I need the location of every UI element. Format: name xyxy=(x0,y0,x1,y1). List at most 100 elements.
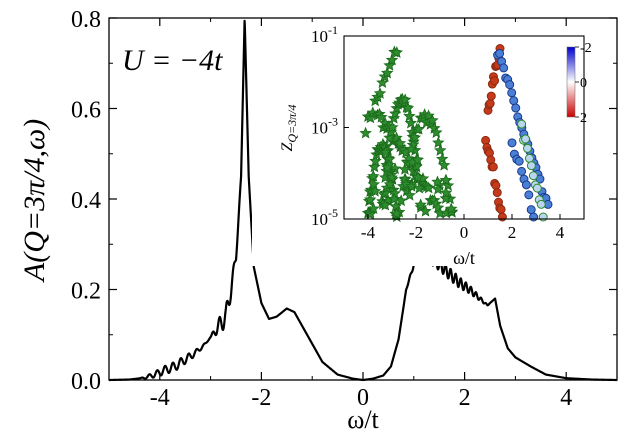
inset-circle-marker xyxy=(538,212,548,222)
inset-star-marker xyxy=(368,184,382,197)
inset-star-marker xyxy=(445,202,458,215)
inset-star-marker xyxy=(437,158,451,171)
main-axis-ticks: -4 -2 0 2 4 0.0 0.2 0.4 0.6 0.8 xyxy=(71,7,618,411)
inset-plot: -4 -2 0 2 410-510-310-1 ZQ=3π/4 ω/t -202 xyxy=(252,23,609,268)
inset-x-axis-title: ω/t xyxy=(453,248,475,268)
colorbar-tick-label: 2 xyxy=(580,111,587,126)
inset-y-tick-label: 10-3 xyxy=(311,115,338,138)
inset-star-marker xyxy=(412,122,425,135)
inset-background xyxy=(252,36,609,266)
inset-star-marker xyxy=(376,76,389,89)
inset-circle-marker xyxy=(492,188,502,198)
inset-y-axis-title: ZQ=3π/4 xyxy=(279,104,299,151)
inset-star-marker xyxy=(398,162,412,175)
inset-star-marker xyxy=(431,182,445,195)
inset-star-marker xyxy=(439,191,453,204)
inset-circle-marker xyxy=(517,166,527,176)
inset-y-tick-exponent: -5 xyxy=(328,206,338,220)
inset-star-marker xyxy=(373,87,387,99)
inset-star-marker xyxy=(439,173,453,186)
inset-circle-marker xyxy=(511,103,521,113)
inset-circle-marker xyxy=(526,205,536,215)
inset-circle-marker xyxy=(505,80,515,90)
inset-circle-marker xyxy=(521,180,531,190)
y-tick-label: 0.2 xyxy=(71,279,101,305)
inset-star-marker xyxy=(434,143,447,156)
inset-star-marker xyxy=(385,171,398,184)
inset-star-marker xyxy=(387,192,401,205)
inset-star-marker xyxy=(367,178,381,190)
y-tick-label: 0.0 xyxy=(71,369,101,395)
inset-x-tick-label: 0 xyxy=(460,223,469,242)
x-axis-title: ω/t xyxy=(347,405,379,434)
inset-star-marker xyxy=(419,204,432,217)
inset-star-marker xyxy=(405,179,418,192)
inset-circle-marker xyxy=(491,181,501,191)
y-tick-label: 0.4 xyxy=(71,188,101,214)
y-axis-title: A(Q=3π/4,ω) xyxy=(18,119,51,283)
inset-star-marker xyxy=(363,193,377,205)
inset-star-marker xyxy=(367,202,380,215)
inset-star-marker xyxy=(380,66,394,79)
inset-x-tick-label: -4 xyxy=(361,223,376,242)
x-tick-label: 2 xyxy=(459,385,471,411)
inset-colorbar-ticks: -2 0 2 xyxy=(575,41,592,126)
inset-star-marker xyxy=(393,136,407,149)
inset-circle-marker xyxy=(497,212,507,222)
inset-circle-marker xyxy=(507,88,517,98)
inset-star-marker xyxy=(411,153,424,166)
inset-y-tick-exponent: -1 xyxy=(328,23,338,37)
inset-circle-marker xyxy=(499,63,509,73)
inset-circle-marker xyxy=(514,156,524,166)
inset-star-marker xyxy=(404,142,418,155)
inset-circle-marker xyxy=(490,76,500,86)
inset-star-marker xyxy=(390,207,403,220)
inset-circle-marker xyxy=(485,98,495,108)
x-tick-label: 4 xyxy=(560,385,572,411)
inset-star-marker xyxy=(431,175,444,188)
x-tick-label: -4 xyxy=(150,385,170,411)
inset-colorbar xyxy=(566,46,576,118)
inset-circle-marker xyxy=(495,48,505,58)
inset-circle-marker xyxy=(532,183,542,193)
inset-star-marker xyxy=(385,53,399,66)
inset-star-marker xyxy=(426,113,439,126)
inset-star-marker xyxy=(408,131,422,144)
inset-axis-ticks: -4 -2 0 2 410-510-310-1 xyxy=(311,23,565,242)
spectral-curve xyxy=(108,19,618,382)
inset-circle-marker xyxy=(517,119,527,129)
y-tick-label: 0.6 xyxy=(71,98,101,124)
inset-x-tick-label: 4 xyxy=(556,223,565,242)
y-tick-label: 0.8 xyxy=(71,7,101,33)
inset-star-marker xyxy=(379,198,392,211)
inset-circle-marker xyxy=(496,204,506,214)
inset-star-marker xyxy=(432,136,445,149)
inset-circle-marker xyxy=(528,171,538,181)
x-tick-label: -2 xyxy=(251,385,271,411)
inset-star-marker xyxy=(430,126,443,138)
inset-star-marker xyxy=(375,110,388,123)
interaction-annotation: U = −4t xyxy=(122,44,223,77)
colorbar-tick-label: -2 xyxy=(580,41,592,56)
x-tick-label: 0 xyxy=(357,385,369,411)
inset-star-marker xyxy=(367,169,380,182)
inset-star-marker xyxy=(439,186,453,199)
inset-circle-marker xyxy=(521,134,531,144)
inset-star-marker xyxy=(413,181,426,194)
inset-circle-marker xyxy=(529,212,539,222)
inset-circle-marker xyxy=(524,153,534,163)
inset-circle-marker xyxy=(522,143,532,153)
inset-star-marker xyxy=(398,93,412,106)
inset-star-marker xyxy=(403,109,416,122)
inset-star-marker xyxy=(422,181,435,194)
inset-y-label-main: Z xyxy=(279,142,296,152)
inset-y-label-sub: Q=3π/4 xyxy=(285,104,299,142)
inset-star-marker xyxy=(379,145,392,158)
inset-x-tick-label: -2 xyxy=(409,223,423,242)
inset-y-tick-base: 10 xyxy=(311,27,328,46)
inset-star-marker xyxy=(390,46,404,58)
inset-star-marker xyxy=(411,170,425,183)
inset-circle-marker xyxy=(524,190,534,200)
inset-x-tick-label: 2 xyxy=(508,223,517,242)
